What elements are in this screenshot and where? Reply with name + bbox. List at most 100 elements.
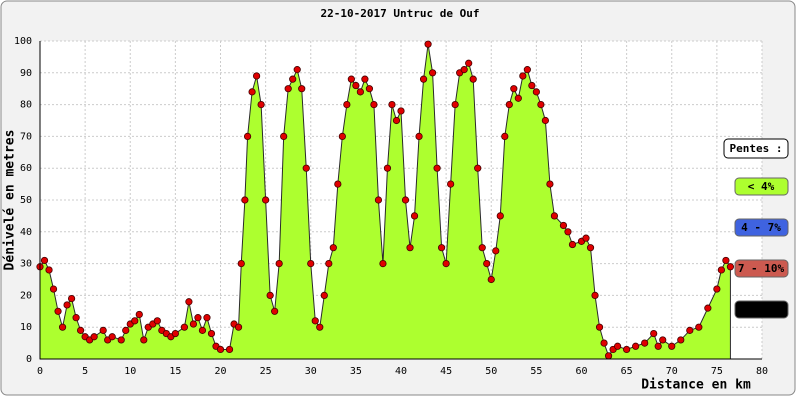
point (180, 323, 188, 331)
point (383, 164, 392, 172)
point (67, 294, 76, 303)
point (505, 101, 513, 109)
point (40, 256, 49, 265)
point (347, 75, 355, 83)
y-axis-label: Dénivelé en metres (3, 130, 18, 271)
point (241, 196, 249, 204)
point (243, 132, 252, 140)
point (419, 75, 428, 83)
point (668, 342, 676, 350)
point (284, 85, 292, 93)
point (401, 196, 410, 204)
x-tick-label: 35 (350, 366, 362, 377)
x-tick-label: 80 (756, 366, 768, 377)
point (582, 234, 590, 242)
point (352, 81, 360, 90)
legend-label: < 4% (748, 180, 775, 193)
point (334, 180, 342, 188)
point (501, 132, 509, 140)
y-tick-label: 10 (20, 322, 32, 333)
point (392, 116, 401, 125)
point (379, 259, 387, 268)
y-tick-label: 30 (20, 259, 32, 270)
point (198, 326, 207, 334)
point (677, 336, 685, 344)
point (108, 333, 116, 341)
point (207, 329, 216, 338)
point (600, 339, 608, 347)
legend-swatch (734, 300, 789, 319)
point (72, 314, 80, 322)
point (185, 298, 193, 306)
point (298, 85, 306, 93)
point (58, 323, 67, 331)
point (266, 291, 274, 299)
point (704, 304, 712, 312)
point (496, 212, 504, 220)
x-tick-label: 55 (530, 366, 542, 377)
point (374, 196, 383, 204)
point (510, 85, 518, 93)
x-tick-label: 25 (260, 366, 272, 377)
y-tick-label: 40 (20, 227, 32, 238)
point (406, 244, 414, 252)
point (410, 212, 419, 220)
chart-title: 22-10-2017 Untruc de Ouf (321, 7, 480, 20)
point (460, 66, 468, 74)
point (271, 307, 279, 315)
point (613, 342, 622, 350)
point (153, 317, 161, 325)
point (433, 164, 441, 172)
point (370, 101, 378, 109)
point (77, 326, 85, 334)
point (726, 263, 735, 271)
point (541, 116, 550, 125)
y-tick-label: 90 (20, 68, 32, 79)
point (595, 323, 604, 331)
x-axis-label: Distance en km (641, 378, 751, 393)
x-tick-label: 75 (711, 366, 723, 377)
point (293, 66, 301, 74)
y-tick-label: 100 (14, 36, 32, 47)
point (140, 336, 148, 344)
point (316, 323, 324, 331)
point (424, 40, 432, 48)
point (262, 196, 270, 204)
legend-swatch (734, 259, 789, 278)
legend-title: Pentes : (730, 142, 783, 155)
point (189, 320, 198, 328)
point (329, 244, 337, 252)
y-tick-label: 50 (20, 195, 32, 206)
point (171, 329, 179, 338)
y-tick-label: 20 (20, 290, 32, 301)
point (564, 228, 572, 236)
point (388, 101, 396, 109)
point (302, 164, 310, 172)
point (483, 259, 491, 268)
point (311, 317, 319, 325)
point (641, 339, 649, 347)
point (415, 132, 423, 140)
point (604, 352, 613, 360)
point (338, 132, 346, 140)
point (686, 326, 694, 334)
x-tick-label: 60 (575, 366, 587, 377)
point (307, 259, 315, 268)
point (63, 301, 71, 309)
point (546, 180, 554, 188)
point (428, 69, 437, 77)
x-tick-label: 30 (305, 366, 317, 377)
point (474, 164, 482, 172)
point (122, 326, 130, 334)
legend-box (723, 138, 789, 159)
x-tick-label: 45 (440, 366, 452, 377)
point (194, 314, 202, 322)
point (135, 310, 143, 319)
point (514, 94, 522, 102)
point (365, 85, 374, 93)
point (275, 259, 283, 268)
point (722, 256, 730, 265)
point (99, 326, 107, 334)
point (45, 266, 53, 274)
